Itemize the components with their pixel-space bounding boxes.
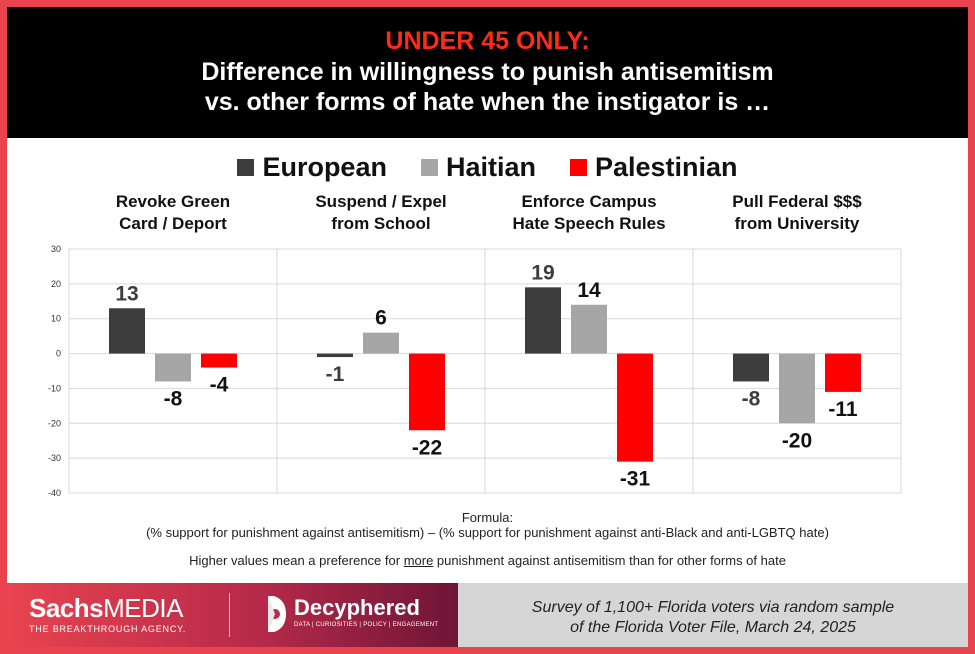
category-label: Suspend / Expel [315, 192, 446, 211]
logo-divider [229, 593, 230, 637]
data-label: 14 [577, 279, 601, 302]
data-label: -8 [164, 387, 183, 410]
y-tick-label: 0 [56, 349, 61, 359]
sachs-logo-rest: MEDIA [103, 593, 183, 623]
survey-line-2: of the Florida Voter File, March 24, 202… [570, 619, 856, 636]
survey-line-1: Survey of 1,100+ Florida voters via rand… [531, 599, 895, 616]
bar-haitian [363, 332, 399, 354]
bar-european [109, 308, 145, 354]
note-part-2: punishment against antisemitism than for… [433, 553, 786, 568]
decyphered-logo: Decyphered DATA | CURIOSITIES | POLICY |… [294, 595, 438, 630]
data-label: -22 [412, 436, 442, 459]
bar-european [733, 353, 769, 382]
category-label: Card / Deport [119, 214, 227, 233]
category-label: Hate Speech Rules [512, 214, 665, 233]
bar-chart: 30 20 10 0 -10 -20 -30 -40 Revoke Green Card / De… [48, 192, 902, 498]
footer: SachsMEDIA THE BREAKTHROUGH AGENCY. Decy… [7, 583, 968, 647]
sachs-logo-bold: Sachs [29, 593, 104, 623]
footer-survey-panel [458, 583, 968, 647]
data-label: 6 [375, 307, 387, 330]
legend-item-european: European [237, 152, 387, 182]
bar-palestinian [409, 353, 445, 431]
legend-label-european: European [262, 152, 387, 182]
bar-haitian [155, 353, 191, 382]
bar-european [317, 353, 353, 358]
footer-brand-panel: SachsMEDIA THE BREAKTHROUGH AGENCY. Decy… [7, 583, 458, 647]
y-tick-label: 30 [51, 244, 61, 254]
bar-palestinian [825, 353, 861, 392]
note-emphasis: more [403, 553, 434, 568]
bar-palestinian [201, 353, 237, 368]
decyphered-name: Decyphered [294, 595, 420, 620]
sachs-media-logo: SachsMEDIA THE BREAKTHROUGH AGENCY. [29, 593, 186, 635]
category-label: Enforce Campus [521, 192, 656, 211]
sachs-tagline: THE BREAKTHROUGH AGENCY. [29, 624, 187, 634]
decyphered-tagline: DATA | CURIOSITIES | POLICY | ENGAGEMENT [294, 622, 439, 628]
legend-swatch-haitian [420, 158, 438, 176]
bar-haitian [571, 304, 607, 354]
legend-label-palestinian: Palestinian [595, 152, 738, 182]
title-line-3: vs. other forms of hate when the instiga… [204, 88, 771, 116]
data-label: -31 [620, 468, 651, 491]
y-tick-label: -20 [48, 418, 61, 428]
data-label: -8 [742, 387, 761, 410]
y-tick-label: -10 [48, 383, 61, 393]
data-label: 13 [115, 282, 138, 305]
title-line-2: Difference in willingness to punish anti… [201, 58, 774, 86]
data-label: -1 [326, 363, 345, 386]
header-banner: UNDER 45 ONLY: Difference in willingness… [7, 7, 968, 138]
data-label: -11 [828, 398, 858, 421]
y-tick-label: 20 [51, 279, 61, 289]
legend-item-palestinian: Palestinian [570, 152, 738, 182]
legend-label-haitian: Haitian [445, 152, 536, 182]
title-accent: UNDER 45 ONLY: [385, 27, 590, 55]
data-label: -4 [210, 374, 229, 397]
category-label: from School [331, 214, 430, 233]
bar-european [525, 287, 561, 354]
formula-text: (% support for punishment against antise… [146, 525, 829, 540]
formula-label: Formula: [461, 510, 514, 525]
category-label: Pull Federal $$$ [732, 192, 862, 211]
bar-palestinian [617, 353, 653, 462]
infographic-frame: UNDER 45 ONLY: Difference in willingness… [7, 7, 968, 647]
survey-note: Survey of 1,100+ Florida voters via rand… [458, 598, 968, 638]
bar-haitian [779, 353, 815, 424]
note-part-1: Higher values mean a preference for [189, 553, 404, 568]
category-label: from University [735, 214, 860, 233]
chart-legend: European Haitian Palestinian [7, 150, 968, 184]
y-tick-label: -40 [48, 488, 61, 498]
legend-item-haitian: Haitian [420, 152, 536, 182]
higher-values-note: Higher values mean a preference for more… [7, 553, 968, 569]
category-label: Revoke Green [116, 192, 230, 211]
y-tick-label: 10 [51, 314, 61, 324]
y-tick-label: -30 [48, 453, 61, 463]
data-label: 19 [531, 261, 554, 284]
legend-swatch-european [237, 158, 255, 176]
data-label: -20 [782, 429, 812, 452]
legend-swatch-palestinian [570, 158, 587, 176]
decyphered-logo-icon [268, 596, 286, 632]
